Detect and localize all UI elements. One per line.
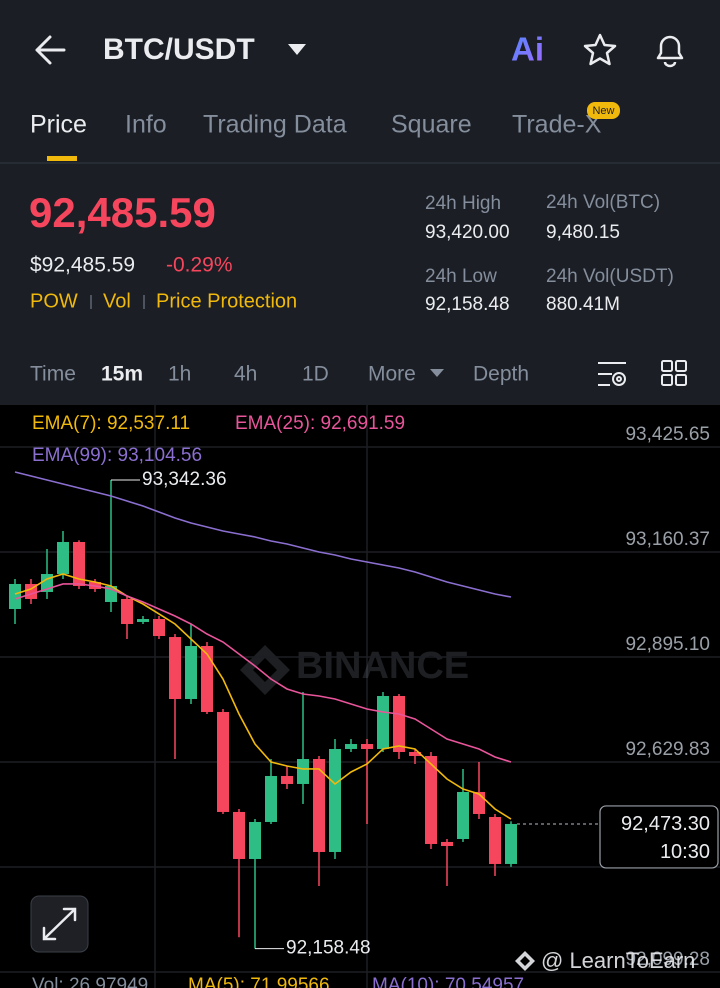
- candle-body: [265, 775, 277, 822]
- fullscreen-icon: [42, 907, 77, 941]
- candle-body: [393, 695, 405, 753]
- tab[interactable]: Price: [30, 111, 87, 139]
- timeframe[interactable]: 1h: [168, 363, 191, 386]
- layout-button[interactable]: [661, 360, 687, 386]
- favorite-button[interactable]: [583, 33, 617, 66]
- y-tick-label: 92,099.28: [625, 949, 710, 970]
- legend-entry: EMA(99): 93,104.56: [32, 445, 202, 466]
- current-price-box: [599, 805, 719, 869]
- timeframe[interactable]: More: [368, 363, 416, 386]
- price-change: -0.29%: [166, 254, 233, 277]
- tag[interactable]: POW: [30, 290, 78, 312]
- candle-body: [345, 744, 357, 749]
- stat-value: 9,480.15: [546, 222, 620, 243]
- pair-title[interactable]: BTC/USDT: [103, 33, 255, 66]
- candle-body: [281, 775, 293, 784]
- legend-entry: EMA(7): 92,537.11: [32, 413, 190, 434]
- credit-icon: [515, 951, 535, 971]
- candle-body: [137, 619, 149, 622]
- y-tick-label: 93,425.65: [625, 424, 710, 445]
- y-tick-label: 92,629.83: [625, 739, 710, 760]
- candle-body: [441, 841, 453, 847]
- timeframe[interactable]: 1D: [302, 363, 329, 386]
- high-label: 93,342.36: [142, 469, 227, 490]
- stat-label: 24h Vol(BTC): [546, 192, 660, 213]
- new-badge: New: [592, 105, 614, 117]
- candle-body: [57, 541, 69, 575]
- candle-body: [217, 711, 229, 812]
- candle-body: [233, 811, 245, 859]
- header-background: [0, 0, 720, 405]
- stat-label: 24h Vol(USDT): [546, 266, 674, 287]
- ema-line: [14, 471, 512, 598]
- stat-value: 92,158.48: [425, 294, 510, 315]
- current-price-label: 92,473.30: [621, 813, 710, 835]
- ema-line: [14, 583, 512, 763]
- candle-body: [505, 823, 517, 864]
- candle-body: [201, 646, 213, 712]
- tab[interactable]: Square: [391, 111, 472, 139]
- candle-body: [329, 748, 341, 852]
- timeframe[interactable]: Depth: [473, 363, 529, 386]
- pair-dropdown[interactable]: [288, 44, 306, 55]
- back-button[interactable]: [35, 35, 66, 65]
- timeframe[interactable]: 4h: [234, 363, 257, 386]
- stat-value: 93,420.00: [425, 222, 510, 243]
- candle-body: [121, 598, 133, 624]
- y-tick-label: 93,160.37: [625, 529, 710, 550]
- usd-price: $92,485.59: [30, 254, 135, 277]
- candle-body: [361, 744, 373, 749]
- ai-button[interactable]: Ai: [511, 31, 544, 68]
- tag[interactable]: Price Protection: [156, 290, 297, 312]
- candle-body: [153, 619, 165, 636]
- credit: @ LearnToEarn: [541, 948, 695, 973]
- candle-body: [409, 752, 421, 757]
- candle-body: [297, 759, 309, 784]
- candle-body: [73, 541, 85, 587]
- y-tick-label: 92,895.10: [625, 634, 710, 655]
- watermark-text: BINANCE: [296, 645, 469, 687]
- ema-line: [14, 573, 512, 820]
- stat-value: 880.41M: [546, 294, 620, 315]
- candle-body: [169, 637, 181, 700]
- indicator-value: MA(10): 70.54957: [372, 975, 524, 988]
- timeframe[interactable]: Time: [30, 363, 76, 386]
- last-price: 92,485.59: [29, 189, 216, 236]
- candle-body: [489, 816, 501, 864]
- tab[interactable]: Trading Data: [203, 111, 347, 139]
- stat-label: 24h Low: [425, 266, 497, 287]
- candle-body: [377, 695, 389, 749]
- candle-body: [457, 791, 469, 840]
- candle-body: [185, 646, 197, 700]
- tab[interactable]: Trade-X: [512, 111, 602, 139]
- low-label: 92,158.48: [286, 938, 371, 959]
- more-dropdown[interactable]: [430, 369, 444, 377]
- tab-indicator: [47, 156, 77, 161]
- alert-button[interactable]: [656, 35, 684, 68]
- chart-background: [0, 405, 720, 988]
- legend-entry: EMA(25): 92,691.59: [235, 413, 405, 434]
- tag[interactable]: Vol: [103, 290, 131, 312]
- indicator-value: Vol: 26.97949: [32, 975, 148, 988]
- candle-body: [313, 759, 325, 852]
- stat-label: 24h High: [425, 193, 501, 214]
- tab[interactable]: Info: [125, 111, 167, 139]
- candle-body: [473, 791, 485, 814]
- chart-settings[interactable]: [598, 362, 626, 386]
- countdown-label: 10:30: [660, 841, 710, 863]
- badge-background: [587, 102, 620, 119]
- chart-overlay: 92,473.30 10:30 Vol: 26.97949 MA(5): 71.995…: [30, 805, 719, 988]
- indicator-value: MA(5): 71.99566: [188, 975, 330, 988]
- timeframe[interactable]: 15m: [101, 363, 143, 386]
- candle-body: [9, 583, 21, 609]
- candle-body: [249, 821, 261, 859]
- candle-body: [425, 756, 437, 844]
